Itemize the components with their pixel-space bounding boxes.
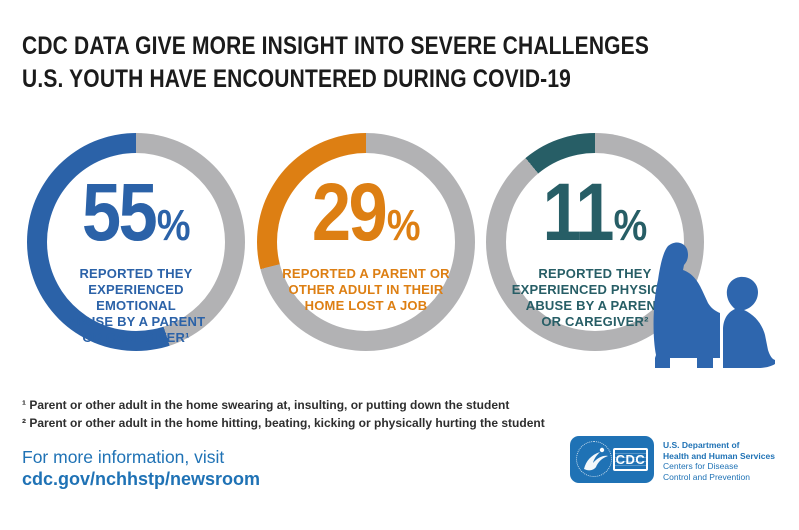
footnote-1: ¹ Parent or other adult in the home swea… — [22, 398, 510, 412]
donut-hole — [277, 153, 455, 331]
page-title: CDC DATA GIVE MORE INSIGHT INTO SEVERE C… — [22, 30, 768, 96]
hhs-eagle-icon — [576, 441, 612, 477]
percent-sign: % — [156, 201, 191, 250]
percent-number: 29 — [311, 167, 388, 258]
donut-chart-physical-abuse: 11 % REPORTED THEY EXPERIENCED PHYSICAL … — [486, 133, 704, 351]
percent-value: 55 % — [81, 167, 191, 258]
percent-number: 11 — [542, 167, 615, 258]
org-line-2: Control and Prevention — [663, 471, 750, 482]
dept-line-1: U.S. Department of — [663, 440, 740, 450]
donut-hole — [506, 153, 684, 331]
donut-caption: REPORTED THEY EXPERIENCED EMOTIONAL ABUS… — [66, 266, 206, 345]
agency-name-text: U.S. Department of Health and Human Serv… — [663, 436, 775, 482]
percent-value: 29 % — [311, 167, 421, 258]
donut-chart-job-loss: 29 % REPORTED A PARENT OR OTHER ADULT IN… — [257, 133, 475, 351]
info-url-link[interactable]: cdc.gov/nchhstp/newsroom — [22, 469, 261, 489]
donut-hole — [47, 153, 225, 331]
adult-and-child-silhouette-icon — [653, 242, 775, 368]
cdc-logo-badge: CDC — [570, 436, 654, 483]
dept-line-2: Health and Human Services — [663, 450, 775, 461]
footnotes: ¹ Parent or other adult in the home swea… — [22, 396, 545, 432]
percent-sign: % — [613, 201, 648, 250]
title-line-1: CDC DATA GIVE MORE INSIGHT INTO SEVERE C… — [22, 32, 650, 60]
cdc-acronym-box: CDC — [613, 448, 648, 471]
title-line-2: U.S. YOUTH HAVE ENCOUNTERED DURING COVID… — [22, 65, 572, 93]
org-line-1: Centers for Disease — [663, 461, 739, 471]
percent-number: 55 — [81, 167, 158, 258]
percent-sign: % — [386, 201, 421, 250]
donut-caption: REPORTED A PARENT OR OTHER ADULT IN THEI… — [282, 266, 450, 313]
hhs-cdc-logo: CDC U.S. Department of Health and Human … — [570, 436, 775, 483]
info-text: For more information, visit — [22, 447, 225, 467]
more-info-block: For more information, visit cdc.gov/nchh… — [22, 446, 260, 491]
percent-value: 11 % — [542, 167, 648, 258]
footnote-2: ² Parent or other adult in the home hitt… — [22, 416, 545, 430]
donut-chart-emotional-abuse: 55 % REPORTED THEY EXPERIENCED EMOTIONAL… — [27, 133, 245, 351]
